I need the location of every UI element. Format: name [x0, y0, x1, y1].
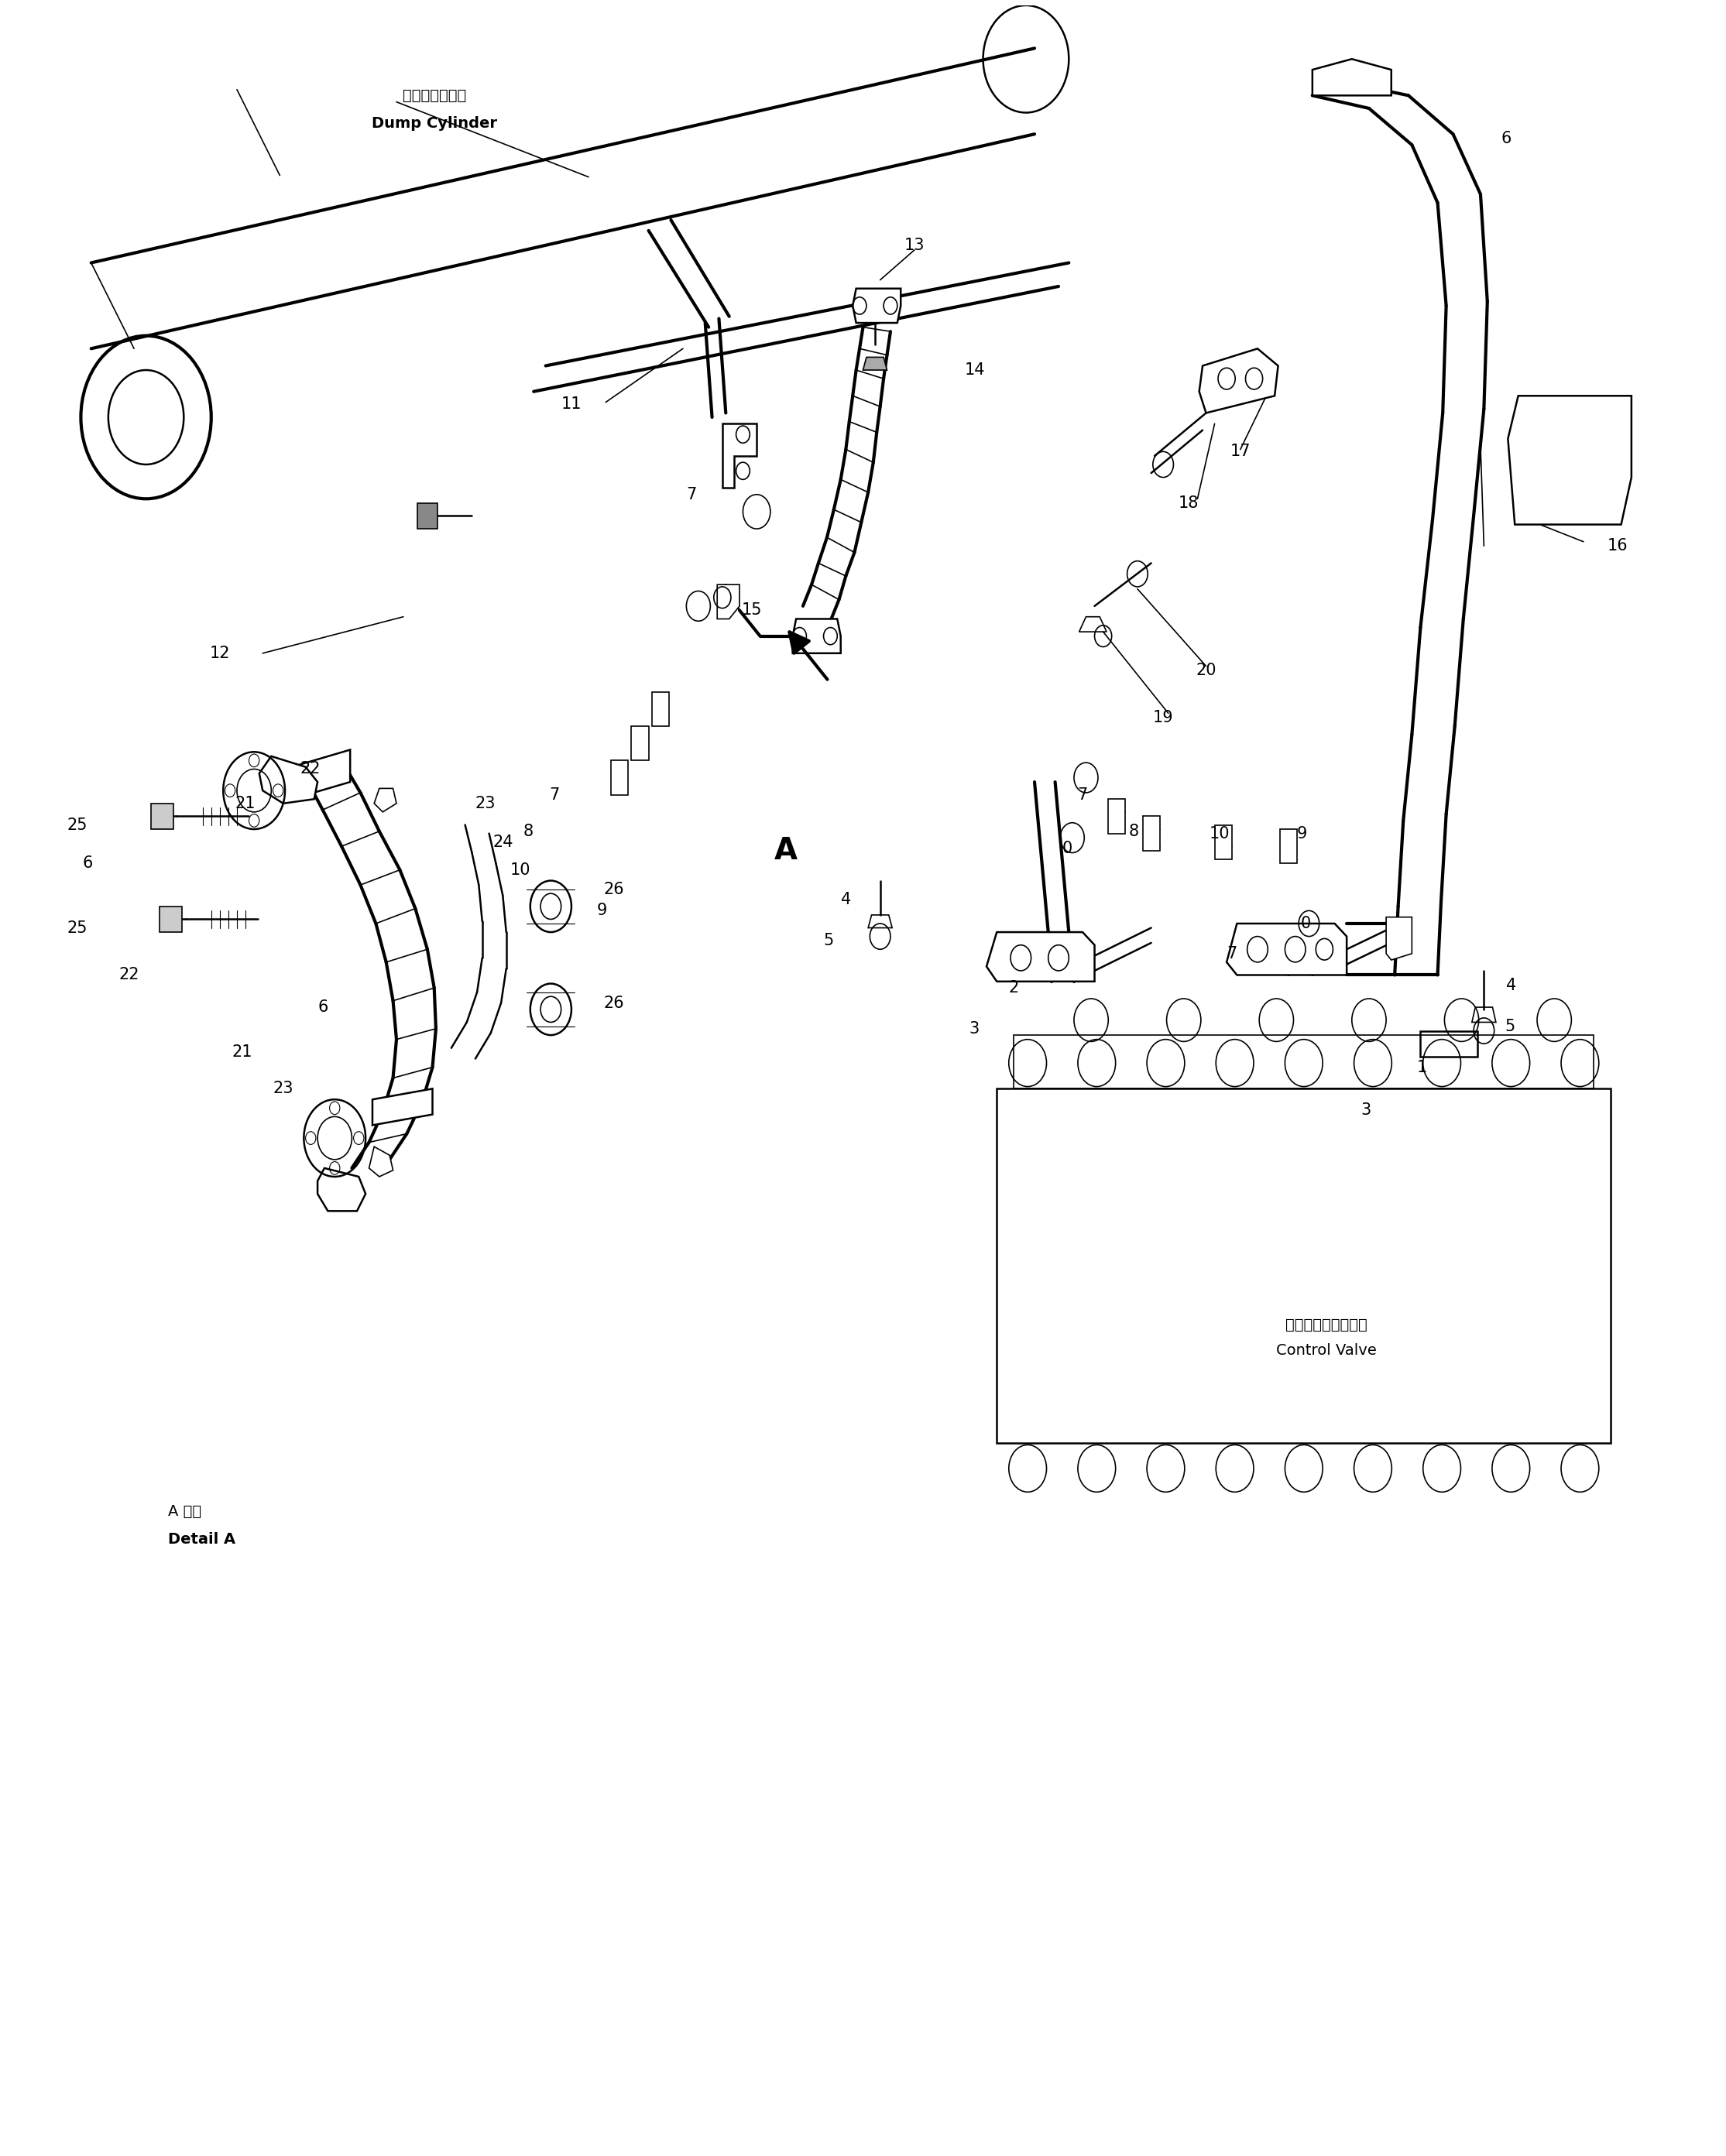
Text: 7: 7 — [549, 787, 559, 802]
Text: 9: 9 — [597, 903, 608, 918]
Polygon shape — [1312, 58, 1391, 95]
Text: 22: 22 — [300, 761, 321, 776]
Text: 26: 26 — [604, 996, 625, 1011]
Text: 26: 26 — [604, 882, 625, 897]
Text: 25: 25 — [67, 817, 88, 832]
Polygon shape — [375, 789, 397, 813]
Bar — [418, 502, 438, 528]
Text: Dump Cylinder: Dump Cylinder — [371, 116, 497, 132]
Bar — [1013, 1035, 1593, 1089]
Polygon shape — [987, 931, 1094, 981]
Text: 21: 21 — [231, 1044, 252, 1061]
Text: 8: 8 — [523, 824, 533, 839]
Text: 2: 2 — [1008, 981, 1018, 996]
Text: 9: 9 — [1296, 826, 1307, 841]
Text: 25: 25 — [67, 921, 88, 936]
Text: 3: 3 — [1360, 1102, 1370, 1119]
Bar — [998, 1089, 1610, 1442]
Polygon shape — [318, 1169, 366, 1212]
Polygon shape — [369, 1147, 394, 1177]
Text: 15: 15 — [740, 602, 761, 619]
Text: 4: 4 — [1507, 979, 1517, 994]
Polygon shape — [1227, 923, 1346, 975]
Polygon shape — [1386, 916, 1412, 959]
Text: 8: 8 — [1129, 824, 1139, 839]
Text: 0: 0 — [1061, 841, 1072, 856]
Text: 21: 21 — [235, 796, 255, 811]
Text: 19: 19 — [1153, 709, 1174, 724]
Text: 7: 7 — [1077, 787, 1087, 802]
Text: 18: 18 — [1179, 496, 1200, 511]
Bar — [632, 727, 649, 761]
Bar — [1108, 800, 1125, 834]
Text: 4: 4 — [841, 893, 851, 908]
Bar — [611, 761, 628, 796]
Text: 6: 6 — [83, 856, 93, 871]
Text: 6: 6 — [1502, 132, 1512, 147]
Text: 23: 23 — [475, 796, 495, 811]
Text: 12: 12 — [209, 645, 230, 662]
Polygon shape — [853, 289, 901, 323]
Text: 14: 14 — [965, 362, 986, 377]
Text: 6: 6 — [318, 1000, 328, 1015]
Text: 5: 5 — [1505, 1020, 1515, 1035]
Text: 20: 20 — [1196, 662, 1217, 679]
Text: 16: 16 — [1607, 539, 1628, 554]
Polygon shape — [863, 358, 887, 371]
Bar — [652, 692, 670, 727]
Text: 0: 0 — [1300, 916, 1310, 931]
Polygon shape — [292, 750, 350, 800]
Bar — [152, 804, 174, 830]
Text: Detail A: Detail A — [169, 1533, 236, 1546]
Text: 17: 17 — [1231, 444, 1251, 459]
Bar — [1143, 817, 1160, 852]
Text: コントロールバルブ: コントロールバルブ — [1286, 1317, 1367, 1332]
Polygon shape — [373, 1089, 433, 1125]
Text: 22: 22 — [119, 968, 140, 983]
Text: ダンプシリンダ: ダンプシリンダ — [402, 88, 466, 103]
Text: 10: 10 — [509, 862, 530, 877]
Text: 3: 3 — [970, 1022, 980, 1037]
Polygon shape — [1509, 397, 1631, 524]
Bar — [161, 906, 181, 931]
Text: 13: 13 — [904, 237, 925, 254]
Polygon shape — [723, 425, 756, 487]
Polygon shape — [718, 584, 739, 619]
Text: 24: 24 — [492, 834, 513, 849]
Bar — [1279, 830, 1296, 862]
Polygon shape — [259, 757, 318, 804]
Text: Control Valve: Control Valve — [1276, 1343, 1376, 1358]
Text: 7: 7 — [1227, 946, 1238, 962]
Polygon shape — [1200, 349, 1277, 414]
Text: 23: 23 — [273, 1080, 293, 1097]
Text: 7: 7 — [687, 487, 697, 502]
Bar — [1215, 826, 1232, 860]
Text: 11: 11 — [561, 397, 582, 412]
Text: A: A — [775, 837, 797, 865]
Text: 1: 1 — [1417, 1059, 1427, 1076]
Text: 10: 10 — [1210, 826, 1231, 841]
Text: 5: 5 — [823, 934, 834, 949]
Polygon shape — [792, 619, 841, 653]
Text: A 詳細: A 詳細 — [169, 1505, 202, 1518]
